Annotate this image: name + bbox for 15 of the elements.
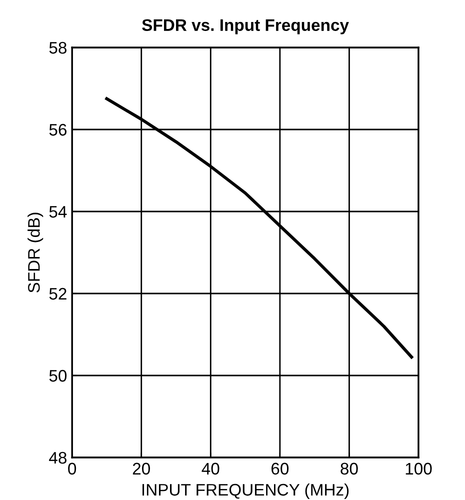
x-tick-label: 0: [68, 462, 76, 475]
y-tick-label: 58: [49, 42, 66, 54]
x-tick-label: 20: [132, 462, 150, 475]
x-tick-label: 40: [202, 462, 220, 475]
y-tick-label: 50: [49, 370, 67, 382]
y-tick-label: 48: [49, 452, 66, 464]
x-tick-label: 100: [406, 462, 432, 475]
y-tick-label: 52: [49, 288, 66, 300]
chart-title: SFDR vs. Input Frequency: [142, 19, 349, 34]
y-tick-label: 54: [49, 206, 67, 218]
x-tick-label: 60: [272, 462, 289, 475]
x-tick-label: 80: [340, 462, 358, 475]
y-tick-label: 56: [49, 124, 66, 136]
y-axis-title: SFDR (dB): [28, 212, 44, 292]
x-axis-title: INPUT FREQUENCY (MHz): [142, 483, 349, 499]
